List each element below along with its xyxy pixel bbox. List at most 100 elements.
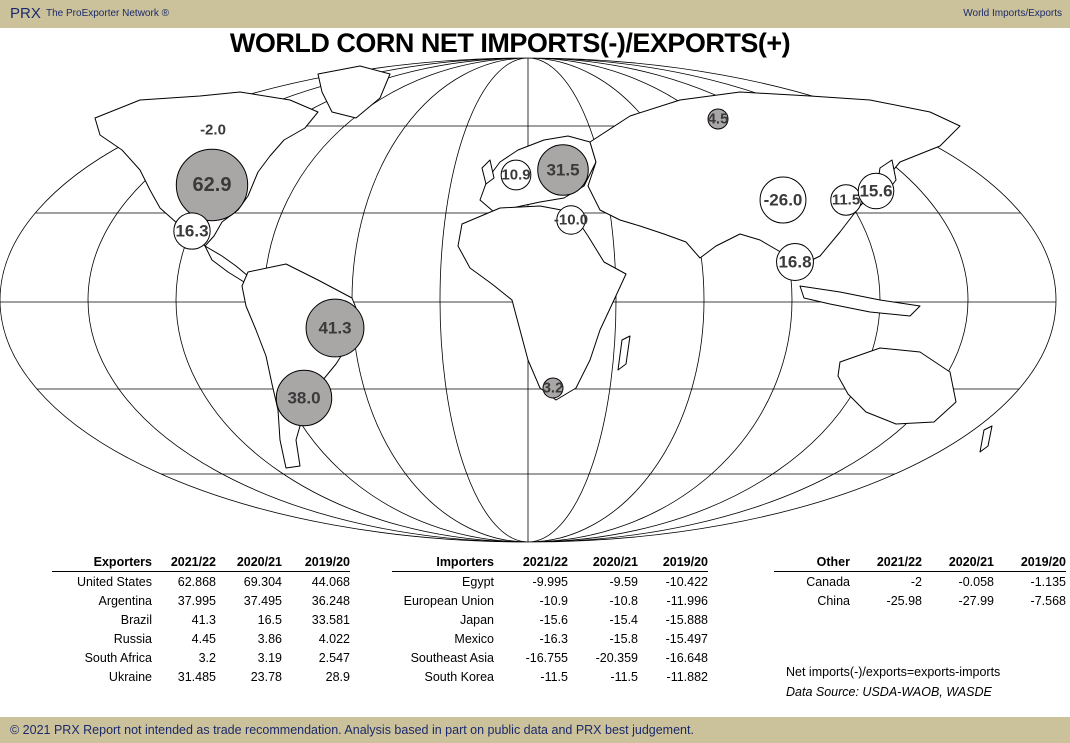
bubble-brazil: 41.3 — [305, 298, 365, 358]
bubble-label: 4.5 — [708, 111, 729, 128]
bubble-south-korea: 11.5 — [830, 184, 862, 216]
bubble-label: -26.0 — [764, 191, 803, 210]
bubble-egypt: -10.0 — [554, 205, 588, 235]
cell: -2 — [910, 574, 922, 589]
row-label: Russia — [113, 631, 152, 646]
table-row: Russia 4.45 3.86 4.022 — [52, 629, 350, 648]
bubble-ukraine: 31.5 — [537, 144, 589, 196]
cell: -15.4 — [609, 612, 639, 627]
col-header: Importers — [392, 553, 494, 572]
cell: 31.485 — [177, 669, 216, 684]
cell: -11.5 — [610, 669, 638, 684]
bubble-label: 38.0 — [287, 389, 320, 408]
bubble-circle — [175, 148, 249, 222]
cell: -9.995 — [532, 574, 568, 589]
col-header: 2020/21 — [922, 553, 994, 572]
cell: 37.995 — [177, 593, 216, 608]
bubble-canada: -2.0 — [200, 122, 226, 139]
bubble-argentina: 38.0 — [275, 369, 333, 427]
cell: -15.6 — [539, 612, 569, 627]
cell: -15.497 — [665, 631, 708, 646]
row-label: Brazil — [120, 612, 152, 627]
brand-logo: PRX — [10, 5, 41, 22]
bubble-label: 11.5 — [832, 192, 860, 209]
cell: 23.78 — [250, 669, 282, 684]
data-source-note: Data Source: USDA-WAOB, WASDE — [786, 685, 992, 699]
bubble-label: 10.9 — [501, 167, 530, 184]
cell: -10.9 — [539, 593, 569, 608]
table-row: South Korea -11.5 -11.5 -11.882 — [392, 667, 709, 686]
row-label: Egypt — [462, 574, 494, 589]
new-zealand-landmass — [979, 425, 993, 453]
cell: -11.882 — [666, 669, 708, 684]
cell: -11.996 — [666, 593, 708, 608]
cell: 3.2 — [198, 650, 216, 665]
bubble-japan: 15.6 — [857, 172, 895, 210]
cell: 2.547 — [318, 650, 350, 665]
col-header: 2019/20 — [282, 553, 350, 572]
bubble-circle — [537, 144, 589, 196]
row-label: Japan — [459, 612, 494, 627]
row-label: South Korea — [424, 669, 495, 684]
table-row: China -25.98 -27.99 -7.568 — [774, 591, 1066, 610]
cell: -1.135 — [1030, 574, 1066, 589]
cell: -16.755 — [525, 650, 568, 665]
row-label: Argentina — [98, 593, 152, 608]
importers-table: Importers 2021/22 2020/21 2019/20 Egypt -… — [392, 553, 708, 686]
greenland-landmass — [317, 65, 391, 119]
cell: 62.868 — [177, 574, 216, 589]
bubble-circle — [542, 377, 564, 399]
cell: 44.068 — [311, 574, 350, 589]
cell: -27.99 — [958, 593, 994, 608]
table-header-row: Exporters 2021/22 2020/21 2019/20 — [52, 553, 350, 572]
central-america-landmass — [204, 245, 249, 283]
bubble-south-africa: 3.2 — [542, 377, 564, 399]
cell: -9.59 — [609, 574, 639, 589]
table-header-row: Importers 2021/22 2020/21 2019/20 — [392, 553, 708, 572]
page-title: WORLD CORN NET IMPORTS(-)/EXPORTS(+) — [229, 28, 791, 58]
header-bar: PRX The ProExporter Network ® World Impo… — [0, 0, 1070, 28]
col-header: 2019/20 — [638, 553, 708, 572]
cell: 16.5 — [257, 612, 282, 627]
bubble-label: 15.6 — [859, 182, 892, 201]
cell: -7.568 — [1030, 593, 1066, 608]
row-label: Canada — [806, 574, 850, 589]
col-header: 2020/21 — [568, 553, 638, 572]
row-label: United States — [76, 574, 152, 589]
bubble-label: 3.2 — [543, 380, 564, 397]
bubble-united-states: 62.9 — [175, 148, 249, 222]
row-label: Mexico — [454, 631, 494, 646]
cell: -0.058 — [958, 574, 994, 589]
row-label: Ukraine — [108, 669, 152, 684]
bubble-southeast-asia: 16.8 — [776, 243, 814, 281]
table-row: Canada -2 -0.058 -1.135 — [774, 572, 1066, 592]
bubble-circle — [707, 108, 729, 130]
table-row: Japan -15.6 -15.4 -15.888 — [392, 610, 708, 629]
col-header: 2021/22 — [850, 553, 922, 572]
row-label: Southeast Asia — [410, 650, 494, 665]
africa-landmass — [457, 205, 627, 401]
table-row: Brazil 41.3 16.5 33.581 — [52, 610, 350, 629]
bubble-label: 31.5 — [546, 161, 579, 180]
table-row: European Union -10.9 -10.8 -11.996 — [392, 591, 708, 610]
table-row: United States 62.868 69.304 44.068 — [52, 572, 350, 592]
cell: 33.581 — [311, 612, 350, 627]
formula-note: Net imports(-)/exports=exports-imports — [786, 665, 1001, 679]
cell: 41.3 — [191, 612, 216, 627]
bubble-circle — [759, 176, 807, 224]
bubble-circle — [556, 205, 586, 235]
footer-disclaimer: © 2021 PRX Report not intended as trade … — [10, 723, 694, 737]
cell: 28.9 — [325, 669, 350, 684]
indonesia-landmass — [799, 285, 921, 317]
cell: 37.495 — [243, 593, 282, 608]
cell: 36.248 — [311, 593, 350, 608]
bubble-china: -26.0 — [759, 176, 807, 224]
report-tag: World Imports/Exports — [963, 8, 1062, 19]
bubble-label: 16.3 — [175, 222, 208, 241]
col-header: Exporters — [52, 553, 152, 572]
row-label: South Africa — [84, 650, 152, 665]
bubble-label: -2.0 — [200, 122, 226, 139]
bubble-circle — [305, 298, 365, 358]
bubble-layer: -2.0 62.9 16.3 10.9 31.5 4.5 -10.0 -26.0 11.5 15.… — [173, 108, 895, 427]
table-row: Egypt -9.995 -9.59 -10.422 — [392, 572, 708, 592]
